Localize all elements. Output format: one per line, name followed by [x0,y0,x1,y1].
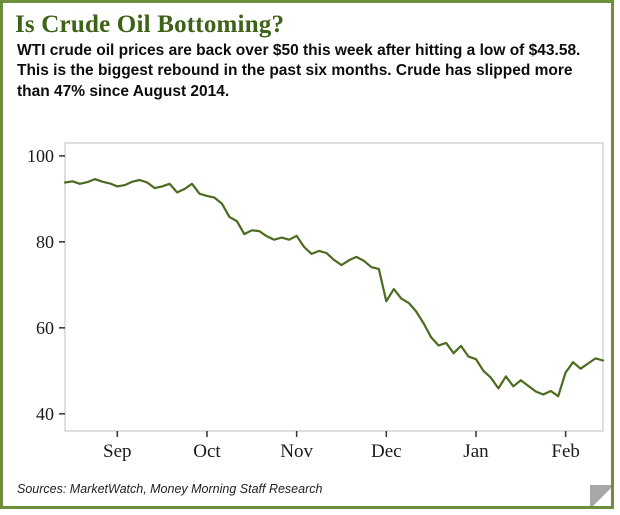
svg-text:Dec: Dec [371,441,402,462]
svg-text:Sep: Sep [103,441,132,462]
svg-text:Feb: Feb [551,441,580,462]
svg-text:100: 100 [27,146,54,166]
source-attribution: Sources: MarketWatch, Money Morning Staf… [17,482,323,496]
svg-text:60: 60 [36,318,54,338]
chart-subtitle: WTI crude oil prices are back over $50 t… [17,42,581,100]
page-fold-corner [590,485,611,506]
page-title: Is Crude Oil Bottoming? [15,11,285,38]
svg-text:Oct: Oct [193,441,221,462]
svg-text:Jan: Jan [463,441,489,462]
chart-figure: Is Crude Oil Bottoming? WTI crude oil pr… [0,0,614,509]
svg-text:Nov: Nov [280,441,313,462]
svg-text:80: 80 [36,232,54,252]
crude-oil-line-chart-svg: 40 60 80 100 Sep Oct Nov Dec Jan Feb [27,142,605,462]
line-chart: 40 60 80 100 Sep Oct Nov Dec Jan Feb [7,135,611,465]
svg-text:40: 40 [36,404,54,424]
